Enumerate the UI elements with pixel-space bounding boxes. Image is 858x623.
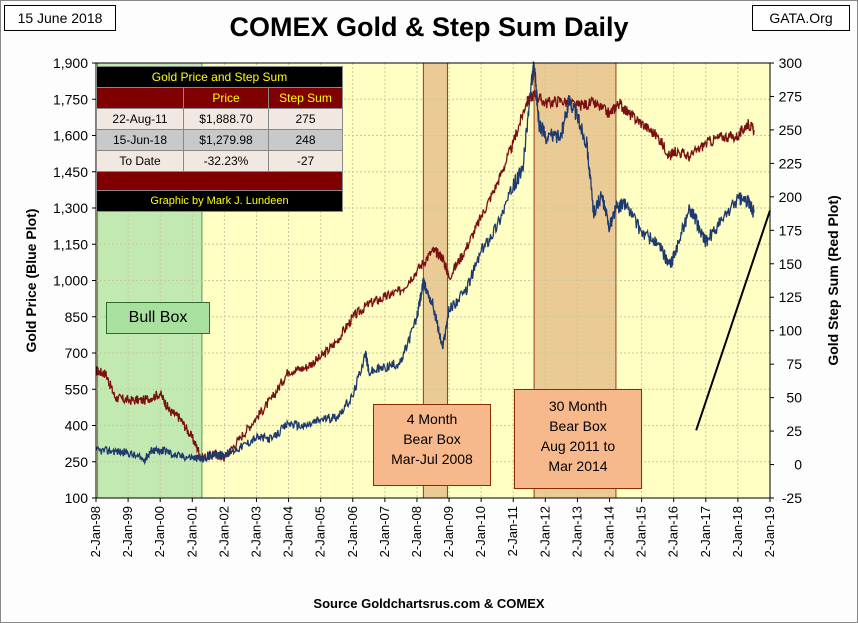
y-left-tick-label: 700 [65, 345, 89, 361]
table-row: 15-Jun-18 $1,279.98 248 [96, 129, 343, 151]
y-left-tick-label: 850 [65, 309, 89, 325]
table-cell: -32.23% [183, 150, 269, 172]
table-cell: 275 [268, 108, 343, 130]
x-tick-label: 2-Jan-99 [120, 506, 135, 557]
y-left-tick-label: 250 [65, 454, 89, 470]
y-left-tick-label: 100 [65, 490, 89, 506]
x-tick-label: 2-Jan-00 [152, 506, 167, 557]
bear-box-2-line: Mar 2014 [548, 458, 608, 474]
x-tick-label: 2-Jan-19 [762, 506, 777, 557]
table-cell: $1,888.70 [183, 108, 269, 130]
y-right-tick-label: 50 [786, 390, 802, 406]
y-left-axis-title: Gold Price (Blue Plot) [23, 209, 39, 353]
x-tick-label: 2-Jan-98 [88, 506, 103, 557]
y-right-tick-label: 75 [786, 356, 802, 372]
y-right-tick-label: 275 [779, 88, 803, 104]
x-tick-label: 2-Jan-18 [730, 506, 745, 557]
y-right-tick-label: 250 [779, 122, 803, 138]
bear-box-2-line: 30 Month [548, 398, 608, 414]
support-trendline [695, 210, 771, 431]
table-header-cell: Step Sum [268, 87, 343, 109]
x-tick-label: 2-Jan-07 [377, 506, 392, 557]
x-tick-label: 2-Jan-08 [409, 506, 424, 557]
x-tick-label: 2-Jan-16 [666, 506, 681, 557]
y-right-tick-label: 0 [794, 457, 802, 473]
bear-box-2-label: 30 Month Bear Box Aug 2011 to Mar 2014 [514, 389, 642, 489]
y-right-tick-label: 100 [779, 323, 803, 339]
x-tick-label: 2-Jan-10 [473, 506, 488, 557]
table-row: To Date -32.23% -27 [96, 150, 343, 172]
table-cell: To Date [96, 150, 184, 172]
y-left-tick-label: 550 [65, 381, 89, 397]
y-right-tick-label: 200 [779, 189, 803, 205]
y-right-tick-label: 225 [779, 155, 803, 171]
bull-box-label: Bull Box [106, 302, 210, 334]
y-right-tick-label: 150 [779, 256, 803, 272]
table-header-cell [96, 87, 184, 109]
y-right-tick-label: 25 [786, 423, 802, 439]
y-right-axis-title: Gold Step Sum (Red Plot) [825, 195, 841, 365]
table-cell: 22-Aug-11 [96, 108, 184, 130]
y-right-tick-label: 300 [779, 55, 803, 71]
x-tick-label: 2-Jan-09 [441, 506, 456, 557]
x-tick-label: 2-Jan-02 [216, 506, 231, 557]
table-spacer [96, 171, 343, 191]
table-header-cell: Price [183, 87, 269, 109]
table-credit: Graphic by Mark J. Lundeen [96, 190, 343, 212]
brand-label: GATA.Org [752, 5, 850, 31]
table-cell: -27 [268, 150, 343, 172]
gold-price-series-line [95, 61, 755, 466]
table-cell: 248 [268, 129, 343, 151]
x-tick-label: 2-Jan-17 [698, 506, 713, 557]
x-tick-label: 2-Jan-06 [345, 506, 360, 557]
y-right-tick-label: 175 [779, 222, 803, 238]
chart-title: COMEX Gold & Step Sum Daily [229, 12, 629, 42]
date-label: 15 June 2018 [4, 5, 116, 31]
table-title: Gold Price and Step Sum [96, 66, 343, 88]
x-tick-label: 2-Jan-05 [313, 506, 328, 557]
summary-table: Gold Price and Step Sum Price Step Sum 2… [96, 66, 343, 212]
y-left-tick-label: 1,900 [53, 55, 88, 71]
bear-box-1-line: 4 Month [406, 411, 458, 427]
bear-box-2-line: Aug 2011 to [540, 438, 616, 454]
bear-box-1-line: Mar-Jul 2008 [391, 451, 473, 467]
bear-box-2-line: Bear Box [549, 418, 607, 434]
x-tick-label: 2-Jan-15 [634, 506, 649, 557]
x-tick-label: 2-Jan-11 [505, 506, 520, 556]
x-tick-label: 2-Jan-04 [281, 506, 296, 557]
x-tick-label: 2-Jan-01 [184, 506, 199, 557]
step-sum-series-line [95, 89, 755, 463]
source-label: Source Goldchartsrus.com & COMEX [313, 596, 545, 611]
x-tick-label: 2-Jan-14 [602, 506, 617, 557]
x-tick-label: 2-Jan-13 [569, 506, 584, 557]
table-row: 22-Aug-11 $1,888.70 275 [96, 108, 343, 130]
y-left-tick-label: 1,750 [53, 91, 88, 107]
bear-box-1-line: Bear Box [403, 431, 461, 447]
y-right-tick-label: 125 [779, 289, 803, 305]
table-cell: $1,279.98 [183, 129, 269, 151]
y-left-tick-label: 1,000 [53, 273, 88, 289]
y-left-tick-label: 1,600 [53, 128, 88, 144]
x-tick-label: 2-Jan-12 [537, 506, 552, 557]
y-left-tick-label: 1,150 [53, 236, 88, 252]
y-left-tick-label: 1,300 [53, 200, 88, 216]
y-left-tick-label: 400 [65, 418, 89, 434]
y-right-tick-label: -25 [782, 490, 802, 506]
bear-box-1-label: 4 Month Bear Box Mar-Jul 2008 [373, 404, 491, 486]
x-tick-label: 2-Jan-03 [248, 506, 263, 557]
table-cell: 15-Jun-18 [96, 129, 184, 151]
y-left-tick-label: 1,450 [53, 164, 88, 180]
